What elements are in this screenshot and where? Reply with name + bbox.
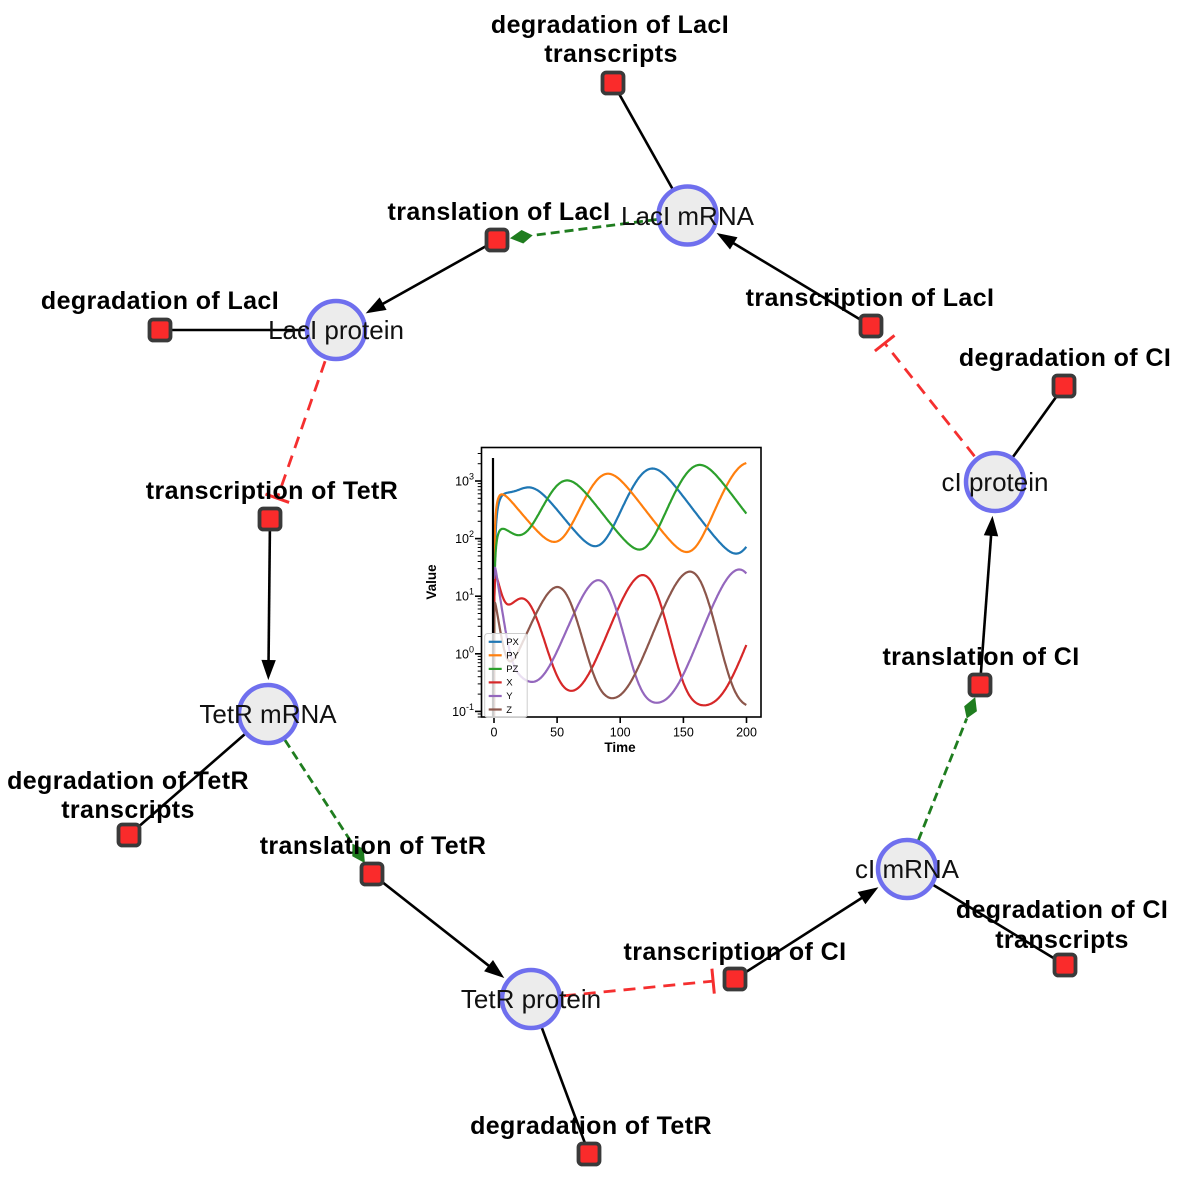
svg-text:50: 50 bbox=[550, 726, 564, 740]
svg-text:translation of LacI: translation of LacI bbox=[388, 198, 611, 226]
svg-text:degradation of CI: degradation of CI bbox=[956, 896, 1168, 924]
svg-text:Z: Z bbox=[506, 705, 512, 716]
svg-text:Time: Time bbox=[604, 740, 636, 755]
svg-text:LacI protein: LacI protein bbox=[268, 315, 404, 345]
svg-text:translation of CI: translation of CI bbox=[882, 643, 1079, 671]
svg-text:200: 200 bbox=[736, 726, 757, 740]
svg-text:degradation of LacI: degradation of LacI bbox=[491, 11, 729, 39]
svg-text:degradation of LacI: degradation of LacI bbox=[41, 287, 279, 315]
svg-text:PZ: PZ bbox=[506, 664, 518, 675]
svg-text:100: 100 bbox=[610, 726, 631, 740]
svg-text:TetR protein: TetR protein bbox=[461, 984, 601, 1014]
svg-text:X: X bbox=[506, 678, 513, 689]
svg-text:transcripts: transcripts bbox=[544, 40, 678, 68]
svg-text:Value: Value bbox=[424, 564, 439, 600]
svg-text:degradation of TetR: degradation of TetR bbox=[7, 767, 249, 795]
svg-text:degradation of TetR: degradation of TetR bbox=[470, 1112, 712, 1140]
svg-text:PY: PY bbox=[506, 651, 519, 662]
svg-text:transcription of LacI: transcription of LacI bbox=[746, 284, 995, 312]
svg-text:TetR mRNA: TetR mRNA bbox=[199, 699, 337, 729]
svg-text:transcription of CI: transcription of CI bbox=[624, 938, 847, 966]
svg-text:degradation of CI: degradation of CI bbox=[959, 344, 1171, 372]
svg-text:150: 150 bbox=[673, 726, 694, 740]
svg-text:translation of TetR: translation of TetR bbox=[260, 832, 487, 860]
svg-text:transcripts: transcripts bbox=[995, 926, 1129, 954]
svg-text:cI protein: cI protein bbox=[942, 467, 1049, 497]
svg-text:Y: Y bbox=[506, 691, 513, 702]
svg-text:cI mRNA: cI mRNA bbox=[855, 854, 960, 884]
svg-text:transcripts: transcripts bbox=[61, 796, 195, 824]
svg-text:LacI mRNA: LacI mRNA bbox=[621, 201, 755, 231]
svg-text:transcription of TetR: transcription of TetR bbox=[146, 477, 398, 505]
svg-text:0: 0 bbox=[491, 726, 498, 740]
svg-text:PX: PX bbox=[506, 637, 519, 648]
